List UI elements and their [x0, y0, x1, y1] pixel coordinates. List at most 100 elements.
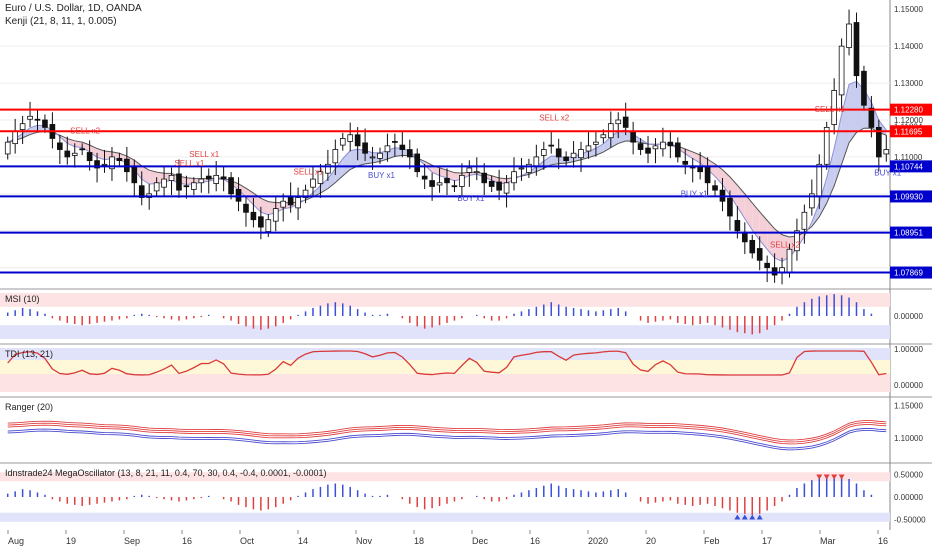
time-tick-label: Aug: [8, 536, 24, 546]
candle-body: [109, 156, 115, 170]
mega-sell-triangle: [838, 474, 845, 480]
candle-body: [831, 90, 837, 125]
candle-body: [518, 167, 525, 170]
kenji-band-segment: [834, 114, 842, 186]
candle-body: [377, 152, 383, 159]
level-tag: [890, 226, 932, 239]
mega-sell-triangle: [831, 474, 838, 480]
candle-body: [272, 208, 279, 222]
msi-upper-zone: [0, 293, 890, 307]
candle-body: [339, 138, 346, 146]
candle-body: [481, 172, 488, 184]
candle-body: [444, 177, 450, 184]
candle-body: [563, 156, 569, 162]
chart-title: Euro / U.S. Dollar, 1D, OANDA: [5, 3, 142, 14]
candle-body: [325, 163, 331, 174]
mega-tick-label: 0.50000: [894, 471, 923, 480]
tdi-tick-label: 0.00000: [894, 381, 923, 390]
candle-body: [198, 178, 205, 184]
candle-body: [853, 22, 860, 77]
candle-body: [57, 142, 63, 150]
mega-pane-title: Idnstrade24 MegaOscillator (13, 8, 21, 1…: [5, 468, 327, 478]
candle-body: [846, 23, 852, 49]
candle-body: [727, 197, 733, 217]
tdi-upper-zone: [0, 348, 890, 360]
candle-body: [593, 141, 599, 145]
candle-body: [645, 147, 651, 154]
kenji-band-segment: [715, 164, 723, 185]
time-tick-label: Nov: [356, 536, 373, 546]
candle-body: [250, 211, 257, 221]
candle-body: [42, 119, 48, 128]
candle-body: [354, 134, 361, 147]
mega-sell-triangle: [823, 474, 830, 480]
kenji-band-segment: [841, 84, 850, 165]
time-tick-label: 14: [298, 536, 308, 546]
candle-body: [101, 163, 108, 166]
candle-body: [838, 45, 845, 96]
level-tag: [890, 266, 932, 279]
candle-body: [756, 248, 763, 261]
candle-body: [310, 178, 316, 188]
buy-signal-label: BUY x1: [457, 194, 485, 203]
tdi-tick-label: 1.00000: [894, 345, 923, 354]
kenji-band-segment: [141, 165, 150, 185]
price-tick-label: 1.13000: [894, 79, 923, 88]
kenji-band-segment: [260, 198, 269, 215]
candle-body: [384, 145, 391, 153]
candle-body: [667, 141, 674, 147]
tdi-lower-zone: [0, 374, 890, 392]
candle-body: [555, 148, 562, 158]
sell-signal-label: SELL x1: [815, 105, 845, 114]
kenji-band-segment: [707, 159, 716, 177]
sell-signal-label: SELL x1: [189, 150, 219, 159]
candle-body: [749, 239, 756, 254]
level-tag-label: 1.12280: [894, 106, 923, 115]
candle-body: [511, 171, 517, 184]
candle-body: [4, 141, 11, 155]
candle-body: [876, 126, 882, 158]
time-tick-label: 2020: [588, 536, 608, 546]
mega-tick-label: -0.50000: [894, 516, 926, 525]
mega-buy-triangle: [741, 514, 748, 520]
candle-body: [131, 166, 138, 184]
ranger-band-line: [7, 430, 887, 451]
ranger-band-line: [7, 424, 887, 445]
candle-body: [317, 171, 324, 184]
candle-body: [682, 160, 689, 165]
candle-body: [533, 156, 540, 167]
kenji-band-segment: [312, 185, 321, 197]
candle-body: [392, 141, 398, 143]
ranger-tick-label: 1.10000: [894, 434, 923, 443]
candle-body: [600, 134, 607, 139]
kenji-band-segment: [729, 176, 738, 208]
candle-body: [86, 152, 93, 162]
candle-body: [674, 142, 681, 158]
candle-body: [764, 262, 770, 269]
sell-signal-label: SELL x1: [174, 159, 204, 168]
time-tick-label: 17: [762, 536, 772, 546]
candle-body: [19, 123, 26, 130]
candle-body: [786, 248, 793, 273]
candle-body: [630, 131, 636, 143]
candle-body: [362, 142, 368, 154]
candle-body: [295, 197, 301, 209]
candle-body: [622, 116, 629, 128]
time-tick-label: Mar: [820, 536, 836, 546]
mega-lower-zone: [0, 512, 890, 522]
candle-body: [302, 189, 309, 198]
candle-body: [71, 152, 78, 156]
mega-sell-triangle: [816, 474, 823, 480]
candle-body: [332, 149, 339, 164]
candle-body: [228, 177, 234, 195]
candle-body: [406, 149, 413, 158]
candle-body: [794, 230, 800, 252]
sell-signal-label: SELL x2: [539, 114, 569, 123]
buy-signal-label: BUY x1: [874, 169, 902, 178]
kenji-band-segment: [737, 185, 745, 219]
msi-lower-zone: [0, 325, 890, 339]
price-tick-label: 1.15000: [894, 5, 923, 14]
candle-body: [883, 149, 890, 155]
